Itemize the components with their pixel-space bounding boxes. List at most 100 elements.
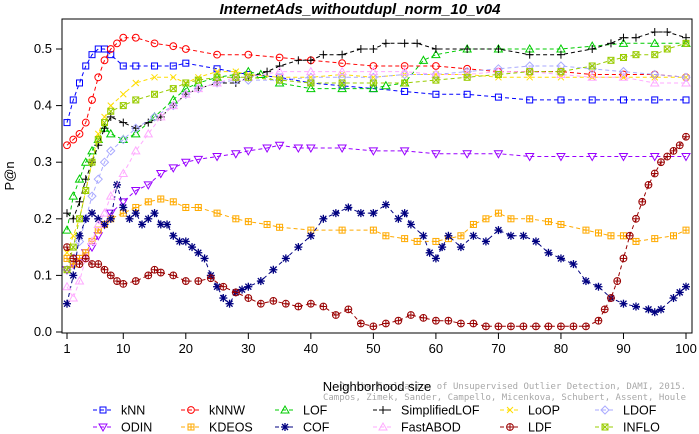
- data-point-ldof: [493, 64, 504, 74]
- legend-item-loop: LoOP: [500, 404, 560, 418]
- data-point-lof: [68, 191, 79, 200]
- data-point-knn: [651, 96, 659, 104]
- data-point-cof: [119, 203, 128, 212]
- data-point-cof: [481, 237, 490, 246]
- data-point-inflo: [307, 79, 315, 87]
- data-point-simplifiedlof: [663, 28, 672, 37]
- data-point-fastabod: [168, 100, 179, 110]
- data-point-knn: [82, 62, 90, 70]
- legend: kNN kNNW LOF SimplifiedLOF LoOP LDOF ODIN KDEOS…: [93, 404, 660, 434]
- chart-title: InternetAds_withoutdupl_norm_10_v04: [220, 1, 502, 18]
- data-point-ldof: [87, 191, 97, 201]
- legend-label-knn: kNN: [121, 404, 145, 418]
- data-point-knnw: [113, 39, 121, 48]
- data-point-ldof: [149, 112, 160, 122]
- data-point-knn: [557, 96, 565, 104]
- data-point-cof: [531, 237, 540, 246]
- legend-marker-knn: [99, 406, 107, 414]
- data-point-inflo: [182, 79, 190, 87]
- data-point-cof: [494, 226, 503, 235]
- data-point-ldf: [69, 254, 78, 263]
- data-point-knnw: [275, 53, 284, 62]
- data-point-knnw: [150, 39, 159, 48]
- data-point-odin: [105, 209, 116, 219]
- data-point-odin: [143, 181, 154, 190]
- data-point-kdeos: [169, 198, 177, 206]
- data-point-ldof: [74, 236, 85, 247]
- series-line-knnw: [66, 37, 687, 146]
- legend-label-kdeos: KDEOS: [209, 421, 253, 434]
- data-point-knn: [169, 62, 177, 70]
- series-ldf: [63, 132, 690, 331]
- data-point-odin: [168, 164, 179, 173]
- data-point-lof: [381, 80, 391, 90]
- x-axis-label: Neighborhood size: [323, 379, 431, 394]
- data-point-cof: [106, 214, 115, 223]
- data-point-simplifiedlof: [263, 67, 272, 76]
- data-point-odin: [274, 141, 285, 151]
- x-tick-label: 1: [63, 341, 70, 356]
- data-point-simplifiedlof: [338, 50, 347, 59]
- data-point-cof: [675, 288, 684, 297]
- data-point-odin: [130, 187, 141, 196]
- data-point-odin: [262, 144, 272, 154]
- data-point-loop: [132, 79, 140, 87]
- data-point-cof: [431, 254, 440, 263]
- data-point-lof: [118, 134, 129, 144]
- data-point-cof: [69, 271, 78, 280]
- data-point-cof: [125, 214, 134, 223]
- data-point-ldof: [368, 72, 379, 83]
- data-point-loop: [620, 73, 627, 81]
- data-point-kdeos: [413, 237, 421, 245]
- data-point-ldf: [169, 271, 178, 280]
- data-point-ldof: [106, 146, 116, 156]
- legend-item-ldf: LDF: [500, 421, 552, 434]
- data-point-simplifiedlof: [400, 39, 409, 48]
- data-point-inflo: [526, 68, 534, 76]
- data-point-inflo: [632, 51, 640, 59]
- data-point-cof: [88, 209, 97, 218]
- data-point-cof: [400, 209, 409, 218]
- data-point-cof: [594, 282, 603, 291]
- data-point-knnw: [181, 45, 190, 53]
- data-point-inflo: [82, 187, 90, 194]
- x-tick-label: 10: [116, 341, 130, 356]
- data-point-odin: [524, 153, 535, 162]
- data-point-ldof: [462, 66, 472, 77]
- data-point-inflo: [76, 215, 84, 223]
- data-point-knnw: [244, 50, 253, 59]
- data-point-odin: [681, 153, 691, 162]
- data-point-kdeos: [232, 215, 240, 223]
- data-point-odin: [230, 150, 241, 159]
- series-cof: [63, 180, 690, 317]
- data-point-ldf: [638, 197, 647, 206]
- data-point-inflo: [169, 85, 177, 93]
- data-point-ldf: [650, 169, 659, 178]
- data-point-kdeos: [457, 232, 465, 240]
- legend-item-inflo: INFLO: [595, 421, 660, 434]
- data-point-cof: [356, 209, 365, 218]
- data-point-cof: [381, 200, 390, 209]
- legend-item-knn: kNN: [93, 404, 145, 418]
- data-point-lof: [62, 225, 72, 234]
- legend-label-loop: LoOP: [528, 404, 560, 418]
- data-point-knn: [63, 119, 71, 127]
- data-point-inflo: [651, 51, 659, 59]
- data-point-fastabod: [130, 145, 141, 155]
- data-point-odin: [649, 153, 660, 162]
- legend-marker-ldof: [600, 405, 610, 415]
- data-point-ldf: [582, 322, 590, 331]
- data-point-fastabod: [62, 281, 72, 291]
- data-point-fastabod: [87, 236, 97, 245]
- series-kdeos: [63, 195, 690, 268]
- data-point-ldf: [619, 254, 628, 263]
- data-point-knnw: [88, 96, 96, 104]
- data-point-loop: [151, 73, 158, 81]
- y-tick-label: 0.1: [34, 267, 52, 282]
- data-point-ldf: [181, 277, 190, 285]
- series-line-cof: [66, 184, 687, 313]
- data-point-simplifiedlof: [631, 33, 640, 42]
- data-point-simplifiedlof: [75, 197, 84, 206]
- data-point-inflo: [132, 96, 140, 104]
